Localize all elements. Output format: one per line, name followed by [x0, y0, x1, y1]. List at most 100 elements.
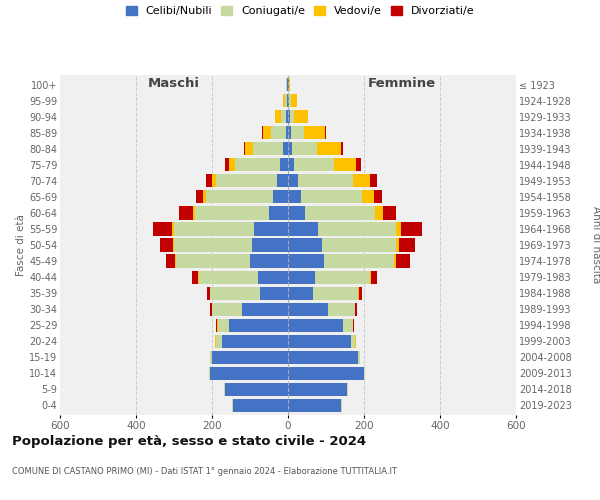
Bar: [193, 206, 195, 220]
Bar: [260, 286, 288, 300]
Bar: [263, 126, 271, 140]
Bar: [232, 399, 233, 412]
Bar: [400, 238, 415, 252]
Bar: [288, 142, 292, 156]
Bar: [203, 190, 206, 203]
Bar: [210, 302, 212, 316]
Bar: [290, 110, 295, 124]
Bar: [286, 110, 288, 124]
Bar: [175, 254, 176, 268]
Bar: [322, 238, 396, 252]
Bar: [291, 94, 297, 107]
Bar: [371, 270, 377, 283]
Bar: [269, 206, 288, 220]
Bar: [280, 158, 288, 172]
Legend: Celibi/Nubili, Coniugati/e, Vedovi/e, Divorziati/e: Celibi/Nubili, Coniugati/e, Vedovi/e, Di…: [125, 6, 475, 16]
Bar: [289, 78, 290, 91]
Bar: [288, 78, 289, 91]
Bar: [174, 238, 252, 252]
Bar: [359, 286, 362, 300]
Bar: [288, 238, 322, 252]
Bar: [216, 334, 221, 348]
Bar: [325, 126, 326, 140]
Bar: [233, 399, 288, 412]
Bar: [288, 110, 290, 124]
Bar: [218, 318, 229, 332]
Bar: [195, 206, 269, 220]
Bar: [353, 318, 354, 332]
Bar: [383, 206, 397, 220]
Text: Popolazione per età, sesso e stato civile - 2024: Popolazione per età, sesso e stato civil…: [12, 435, 366, 448]
Bar: [288, 254, 324, 268]
Bar: [288, 366, 364, 380]
Bar: [275, 110, 281, 124]
Bar: [277, 174, 288, 188]
Bar: [288, 334, 350, 348]
Bar: [334, 158, 356, 172]
Bar: [373, 190, 382, 203]
Bar: [262, 126, 263, 140]
Bar: [206, 286, 210, 300]
Bar: [210, 286, 260, 300]
Bar: [216, 318, 217, 332]
Bar: [288, 94, 289, 107]
Bar: [304, 126, 325, 140]
Bar: [288, 286, 313, 300]
Bar: [192, 270, 198, 283]
Bar: [206, 190, 273, 203]
Bar: [196, 190, 203, 203]
Bar: [198, 270, 199, 283]
Bar: [401, 222, 422, 235]
Bar: [298, 174, 353, 188]
Bar: [287, 78, 288, 91]
Bar: [286, 78, 287, 91]
Bar: [370, 270, 371, 283]
Bar: [290, 126, 304, 140]
Bar: [245, 142, 253, 156]
Bar: [341, 142, 343, 156]
Y-axis label: Fasce di età: Fasce di età: [16, 214, 26, 276]
Bar: [287, 94, 288, 107]
Bar: [271, 126, 286, 140]
Bar: [376, 206, 383, 220]
Bar: [212, 174, 216, 188]
Bar: [166, 254, 175, 268]
Bar: [199, 270, 257, 283]
Bar: [242, 302, 288, 316]
Bar: [250, 254, 288, 268]
Bar: [286, 126, 288, 140]
Bar: [289, 94, 291, 107]
Bar: [209, 366, 210, 380]
Bar: [301, 190, 362, 203]
Bar: [229, 318, 288, 332]
Y-axis label: Anni di nascita: Anni di nascita: [591, 206, 600, 284]
Bar: [288, 399, 341, 412]
Bar: [358, 350, 360, 364]
Bar: [355, 302, 357, 316]
Bar: [292, 142, 317, 156]
Bar: [317, 142, 341, 156]
Bar: [172, 222, 174, 235]
Bar: [314, 270, 370, 283]
Bar: [210, 350, 212, 364]
Bar: [362, 190, 373, 203]
Bar: [288, 206, 305, 220]
Bar: [288, 302, 328, 316]
Bar: [254, 222, 288, 235]
Bar: [397, 254, 410, 268]
Bar: [358, 286, 359, 300]
Bar: [174, 222, 254, 235]
Bar: [328, 302, 355, 316]
Text: COMUNE DI CASTANO PRIMO (MI) - Dati ISTAT 1° gennaio 2024 - Elaborazione TUTTITA: COMUNE DI CASTANO PRIMO (MI) - Dati ISTA…: [12, 468, 397, 476]
Bar: [153, 222, 172, 235]
Bar: [370, 174, 377, 188]
Bar: [397, 238, 400, 252]
Bar: [319, 222, 396, 235]
Bar: [216, 174, 277, 188]
Bar: [257, 270, 288, 283]
Bar: [294, 158, 334, 172]
Bar: [288, 174, 298, 188]
Bar: [283, 142, 288, 156]
Bar: [221, 334, 288, 348]
Bar: [364, 366, 365, 380]
